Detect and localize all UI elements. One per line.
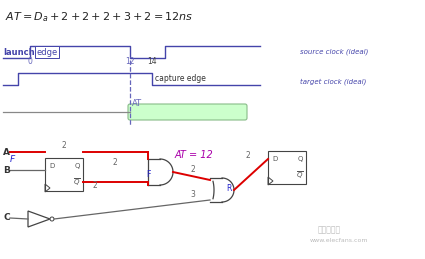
Text: R: R xyxy=(226,183,231,192)
Text: source clock (ideal): source clock (ideal) xyxy=(300,49,368,55)
Text: 2: 2 xyxy=(62,141,66,150)
Text: Q: Q xyxy=(298,156,303,162)
Text: 12: 12 xyxy=(125,57,135,66)
Text: D: D xyxy=(49,163,54,169)
Text: $\overline{Q}$: $\overline{Q}$ xyxy=(73,176,80,188)
Text: target clock (ideal): target clock (ideal) xyxy=(300,79,366,85)
Bar xyxy=(45,158,83,191)
Text: capture edge: capture edge xyxy=(155,74,206,83)
Text: F: F xyxy=(10,155,15,163)
Text: www.elecfans.com: www.elecfans.com xyxy=(310,238,368,243)
Text: D: D xyxy=(272,156,277,162)
Text: 2: 2 xyxy=(191,165,196,174)
Text: AT: AT xyxy=(132,98,142,107)
Text: 0: 0 xyxy=(28,57,32,66)
Text: 14: 14 xyxy=(147,57,157,66)
Text: launch: launch xyxy=(3,47,34,56)
Text: B: B xyxy=(3,166,10,175)
Text: edge: edge xyxy=(36,47,57,56)
Text: 3: 3 xyxy=(190,190,196,199)
Text: F: F xyxy=(146,169,150,178)
Bar xyxy=(268,151,306,184)
Text: AT = 12: AT = 12 xyxy=(175,150,214,160)
FancyBboxPatch shape xyxy=(128,104,247,120)
Text: C: C xyxy=(3,213,10,222)
Text: A: A xyxy=(3,147,10,156)
Text: 电子发烧友: 电子发烧友 xyxy=(318,225,341,234)
Text: $\overline{Q}$: $\overline{Q}$ xyxy=(296,169,303,181)
Text: 2: 2 xyxy=(93,181,97,190)
Text: $AT = D_a + 2 + 2 + 2 + 3 + 2 = 12ns$: $AT = D_a + 2 + 2 + 2 + 3 + 2 = 12ns$ xyxy=(5,10,193,24)
Text: 2: 2 xyxy=(113,158,117,167)
Text: Q: Q xyxy=(75,163,80,169)
Text: 2: 2 xyxy=(246,151,250,160)
